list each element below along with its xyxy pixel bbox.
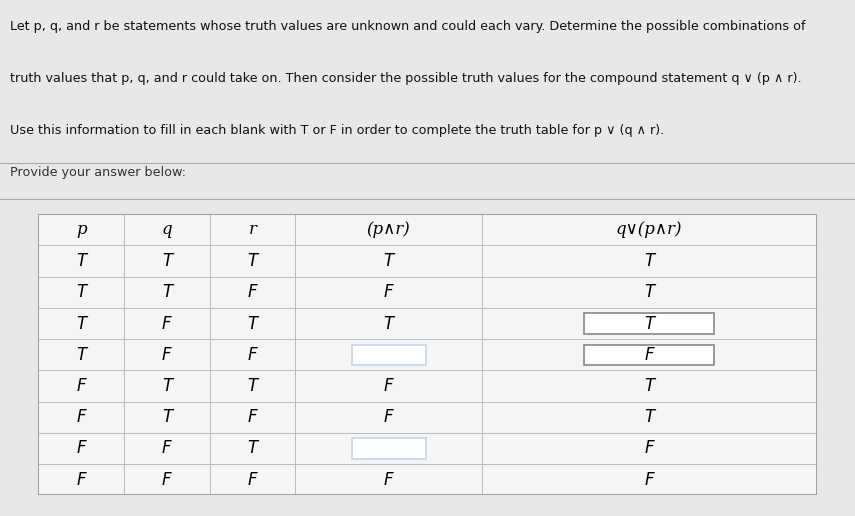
- Text: Use this information to fill in each blank with T or F in order to complete the : Use this information to fill in each bla…: [10, 123, 664, 137]
- Text: T: T: [162, 283, 172, 301]
- Text: T: T: [76, 283, 86, 301]
- Text: q∨(p∧r): q∨(p∧r): [616, 221, 682, 238]
- Text: T: T: [76, 252, 86, 270]
- Text: T: T: [644, 408, 654, 426]
- Text: T: T: [76, 346, 86, 364]
- Text: F: F: [248, 283, 257, 301]
- Text: F: F: [645, 471, 654, 489]
- Text: T: T: [162, 252, 172, 270]
- Text: T: T: [384, 315, 393, 332]
- Text: (p∧r): (p∧r): [367, 221, 410, 238]
- Text: F: F: [162, 315, 172, 332]
- Text: T: T: [644, 315, 654, 332]
- Text: F: F: [645, 440, 654, 458]
- Text: T: T: [76, 315, 86, 332]
- Text: F: F: [162, 346, 172, 364]
- Text: F: F: [248, 346, 257, 364]
- Text: F: F: [76, 440, 86, 458]
- Text: T: T: [644, 252, 654, 270]
- Text: T: T: [247, 440, 257, 458]
- Text: p: p: [76, 221, 86, 238]
- Text: T: T: [247, 377, 257, 395]
- Text: F: F: [384, 408, 393, 426]
- Text: T: T: [162, 377, 172, 395]
- FancyBboxPatch shape: [584, 345, 715, 365]
- Text: truth values that p, q, and r could take on. Then consider the possible truth va: truth values that p, q, and r could take…: [10, 72, 802, 85]
- Text: Let p, q, and r be statements whose truth values are unknown and could each vary: Let p, q, and r be statements whose trut…: [10, 20, 805, 33]
- Text: F: F: [384, 377, 393, 395]
- FancyBboxPatch shape: [351, 345, 426, 365]
- FancyBboxPatch shape: [351, 438, 426, 459]
- Text: F: F: [76, 471, 86, 489]
- Text: T: T: [247, 315, 257, 332]
- Text: F: F: [384, 283, 393, 301]
- Text: T: T: [162, 408, 172, 426]
- FancyBboxPatch shape: [584, 313, 715, 334]
- Text: F: F: [162, 471, 172, 489]
- Text: F: F: [76, 408, 86, 426]
- Text: F: F: [248, 408, 257, 426]
- Text: F: F: [162, 440, 172, 458]
- Text: T: T: [644, 377, 654, 395]
- Text: F: F: [76, 377, 86, 395]
- Text: F: F: [645, 346, 654, 364]
- Text: T: T: [384, 252, 393, 270]
- Text: T: T: [644, 283, 654, 301]
- Text: F: F: [248, 471, 257, 489]
- Text: q: q: [162, 221, 172, 238]
- Text: F: F: [384, 471, 393, 489]
- Text: Provide your answer below:: Provide your answer below:: [10, 166, 186, 179]
- Text: r: r: [249, 221, 256, 238]
- Text: T: T: [247, 252, 257, 270]
